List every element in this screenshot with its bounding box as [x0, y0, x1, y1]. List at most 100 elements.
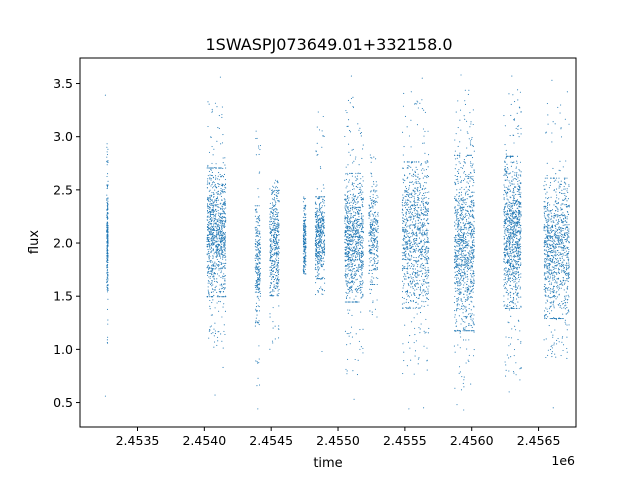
- data-point: [346, 215, 349, 217]
- data-point: [211, 265, 213, 267]
- data-point: [354, 264, 357, 266]
- data-point: [272, 295, 274, 297]
- data-point: [473, 236, 475, 239]
- data-point: [467, 234, 469, 236]
- data-point: [278, 325, 280, 327]
- data-point: [222, 275, 224, 277]
- data-point: [422, 235, 424, 237]
- data-point: [305, 204, 307, 206]
- data-point: [405, 188, 408, 190]
- data-point: [257, 235, 259, 238]
- data-point: [107, 198, 109, 200]
- data-point: [404, 231, 406, 233]
- data-point: [351, 183, 353, 185]
- data-point: [302, 238, 304, 240]
- data-point: [404, 253, 406, 255]
- data-point: [273, 223, 275, 225]
- data-point: [358, 243, 360, 245]
- data-point: [107, 204, 109, 206]
- data-point: [426, 241, 428, 243]
- data-point: [376, 190, 378, 192]
- data-point: [209, 273, 211, 275]
- data-point: [347, 265, 349, 267]
- data-point: [349, 243, 351, 245]
- data-point: [414, 209, 416, 211]
- data-point: [220, 291, 222, 293]
- data-point: [405, 196, 407, 198]
- data-point: [217, 248, 219, 250]
- data-point: [403, 276, 405, 278]
- data-point: [357, 226, 359, 228]
- data-point: [407, 262, 409, 264]
- data-point: [462, 201, 464, 203]
- data-point: [209, 299, 211, 302]
- data-point: [370, 225, 372, 227]
- data-point: [209, 178, 211, 180]
- data-point: [350, 261, 352, 263]
- data-point: [223, 184, 225, 187]
- data-point: [368, 250, 371, 252]
- data-point: [361, 284, 363, 286]
- data-point: [214, 204, 216, 206]
- data-point: [420, 241, 422, 243]
- data-point: [469, 273, 471, 275]
- data-point: [358, 188, 360, 191]
- data-point: [361, 226, 363, 228]
- data-point: [319, 206, 321, 208]
- data-point: [374, 237, 376, 240]
- data-point: [259, 247, 261, 250]
- data-point: [206, 199, 208, 201]
- data-point: [344, 248, 346, 250]
- data-point: [303, 256, 305, 258]
- data-point: [258, 172, 260, 174]
- data-point: [346, 213, 348, 215]
- data-point: [375, 197, 377, 200]
- data-point: [317, 290, 319, 292]
- data-point: [403, 92, 405, 94]
- data-point: [216, 200, 218, 202]
- data-point: [221, 220, 223, 223]
- data-point: [278, 279, 280, 281]
- data-point: [357, 268, 359, 270]
- data-point: [258, 261, 260, 263]
- data-point: [106, 273, 108, 275]
- data-point: [278, 288, 280, 291]
- data-point: [347, 263, 349, 265]
- data-point: [322, 248, 324, 250]
- data-point: [362, 263, 364, 265]
- data-point: [426, 191, 428, 194]
- data-point: [349, 230, 352, 232]
- data-point: [412, 300, 414, 302]
- data-point: [315, 226, 317, 229]
- data-point: [274, 234, 276, 236]
- data-point: [351, 149, 353, 151]
- data-point: [271, 206, 273, 209]
- data-point: [223, 212, 225, 214]
- data-point: [224, 220, 227, 222]
- data-point: [406, 226, 408, 228]
- data-point: [404, 291, 407, 293]
- data-point: [315, 253, 317, 256]
- data-point: [218, 250, 220, 252]
- data-point: [345, 209, 347, 211]
- data-point: [216, 258, 218, 261]
- data-point: [323, 221, 325, 223]
- data-point: [315, 276, 317, 278]
- data-point: [220, 246, 222, 248]
- data-point: [369, 195, 371, 198]
- data-point: [351, 239, 353, 241]
- data-point: [257, 274, 259, 276]
- data-point: [344, 205, 346, 207]
- data-point: [273, 224, 275, 227]
- data-point: [221, 251, 224, 253]
- data-point: [415, 242, 417, 244]
- data-point: [270, 274, 272, 276]
- data-point: [427, 267, 429, 269]
- data-point: [370, 233, 372, 235]
- data-point: [373, 212, 376, 214]
- data-point: [375, 200, 377, 203]
- data-point: [259, 258, 261, 260]
- data-point: [218, 275, 220, 277]
- data-point: [323, 187, 325, 189]
- data-point: [319, 218, 321, 220]
